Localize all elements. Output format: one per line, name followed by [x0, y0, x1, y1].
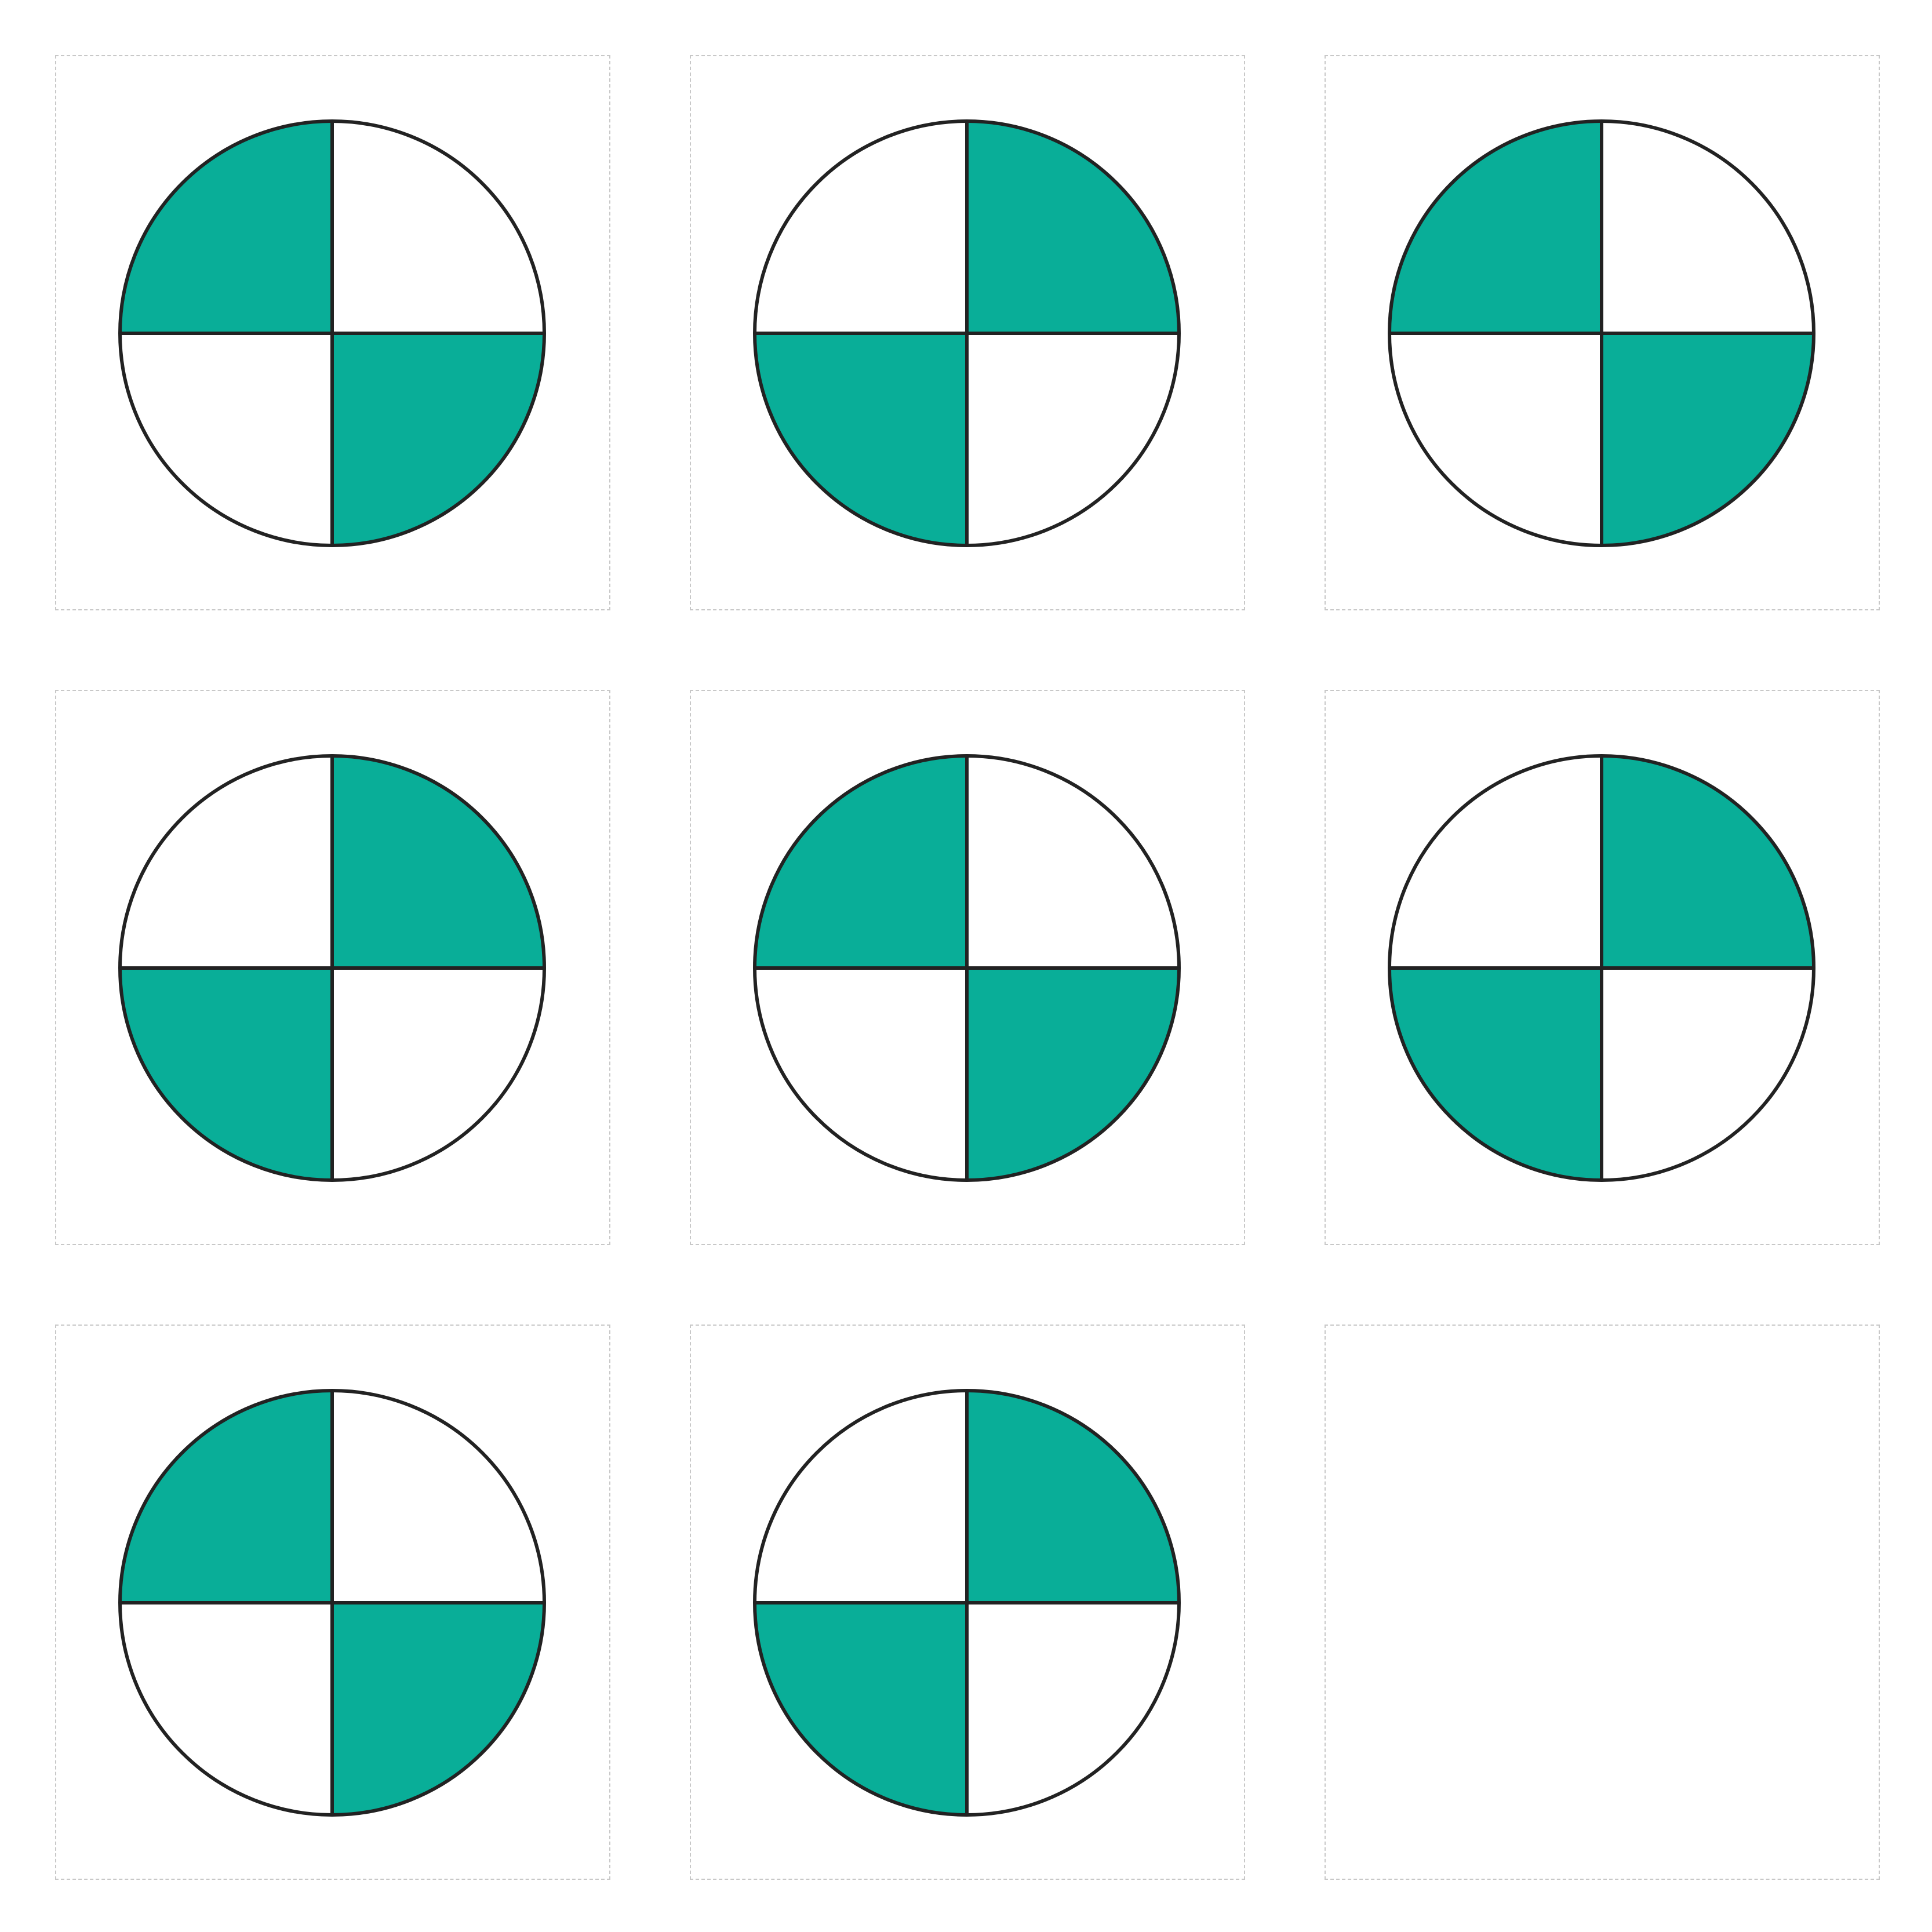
quadrant-bottom-right-shaded: [332, 1603, 544, 1815]
quadrant-bottom-left-empty: [120, 1603, 332, 1815]
quadrant-bottom-right-shaded: [1602, 333, 1814, 545]
quadrant-top-right-empty: [1602, 121, 1814, 333]
quadrant-bottom-right-shaded: [332, 333, 544, 545]
fraction-cell: [690, 55, 1245, 610]
quadrant-top-right-empty: [967, 756, 1179, 968]
fraction-cell: [1325, 690, 1880, 1245]
quadrant-bottom-right-empty: [332, 968, 544, 1180]
quadrant-bottom-left-shaded: [755, 333, 967, 545]
quadrant-bottom-right-empty: [967, 1603, 1179, 1815]
quadrant-bottom-left-shaded: [755, 1603, 967, 1815]
quadrant-top-left-shaded: [120, 1391, 332, 1603]
quadrant-bottom-right-empty: [1602, 968, 1814, 1180]
quadrant-top-left-shaded: [1389, 121, 1602, 333]
quadrant-bottom-left-shaded: [1389, 968, 1602, 1180]
quadrant-top-left-empty: [755, 1391, 967, 1603]
quadrant-top-right-shaded: [1602, 756, 1814, 968]
fraction-cell: [55, 1325, 610, 1880]
quadrant-top-right-shaded: [967, 1391, 1179, 1603]
quadrant-top-left-empty: [755, 121, 967, 333]
fraction-cell: [690, 690, 1245, 1245]
quadrant-top-right-empty: [332, 1391, 544, 1603]
quadrant-top-left-shaded: [755, 756, 967, 968]
fraction-circle: [56, 691, 609, 1244]
fraction-circle: [691, 1326, 1244, 1879]
quadrant-bottom-left-shaded: [120, 968, 332, 1180]
fraction-cell: [55, 690, 610, 1245]
quadrant-bottom-right-shaded: [967, 968, 1179, 1180]
quadrant-bottom-left-empty: [120, 333, 332, 545]
fraction-circle: [691, 56, 1244, 609]
fraction-circle: [56, 1326, 609, 1879]
fraction-circle: [56, 56, 609, 609]
quadrant-top-left-shaded: [120, 121, 332, 333]
fraction-cell: [690, 1325, 1245, 1880]
quadrant-top-right-shaded: [967, 121, 1179, 333]
fraction-cell: [1325, 55, 1880, 610]
fraction-cell: [55, 55, 610, 610]
quadrant-bottom-left-empty: [1389, 333, 1602, 545]
quadrant-bottom-left-empty: [755, 968, 967, 1180]
quadrant-top-left-empty: [120, 756, 332, 968]
quadrant-top-right-shaded: [332, 756, 544, 968]
fraction-circle: [691, 691, 1244, 1244]
quadrant-top-right-empty: [332, 121, 544, 333]
empty-cell: [1325, 1325, 1880, 1880]
quadrant-bottom-right-empty: [967, 333, 1179, 545]
fraction-circle: [1326, 56, 1879, 609]
quadrant-top-left-empty: [1389, 756, 1602, 968]
fraction-circle: [1326, 691, 1879, 1244]
